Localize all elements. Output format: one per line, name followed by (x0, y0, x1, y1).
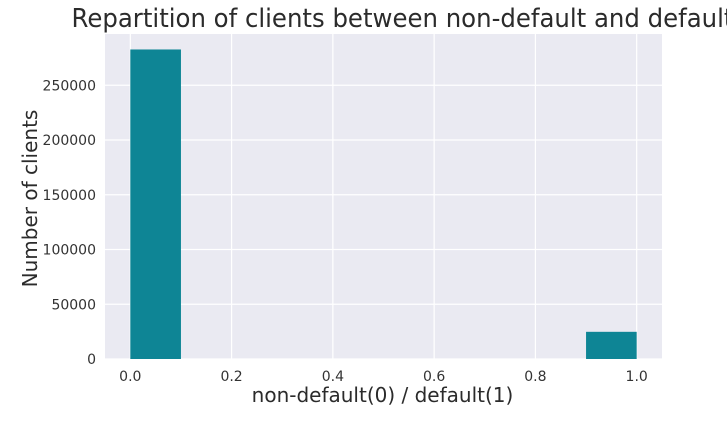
bars (130, 49, 637, 359)
histogram-bar (130, 49, 181, 359)
x-tick-label: 0.4 (322, 369, 344, 385)
chart-title: Repartition of clients between non-defau… (72, 4, 727, 34)
y-tick-label: 250000 (43, 78, 96, 94)
histogram-bar (586, 331, 637, 359)
x-tick-label: 0.2 (220, 369, 242, 385)
y-tick-label: 50000 (51, 297, 96, 313)
plot-area (105, 34, 662, 359)
y-tick-label: 150000 (43, 188, 96, 204)
x-tick-label: 0.6 (423, 369, 445, 385)
y-tick-label: 100000 (43, 243, 96, 259)
x-tick-labels: 0.0 0.2 0.4 0.6 0.8 1.0 (119, 369, 648, 385)
x-tick-label: 1.0 (626, 369, 648, 385)
y-axis-label: Number of clients (18, 110, 42, 288)
x-tick-label: 0.0 (119, 369, 141, 385)
x-axis-label: non-default(0) / default(1) (252, 383, 514, 407)
y-tick-label: 0 (87, 352, 96, 368)
y-tick-label: 200000 (43, 133, 96, 149)
x-tick-label: 0.8 (524, 369, 546, 385)
y-tick-labels: 0 50000 100000 150000 200000 250000 (43, 78, 96, 368)
grid-lines (105, 34, 662, 360)
